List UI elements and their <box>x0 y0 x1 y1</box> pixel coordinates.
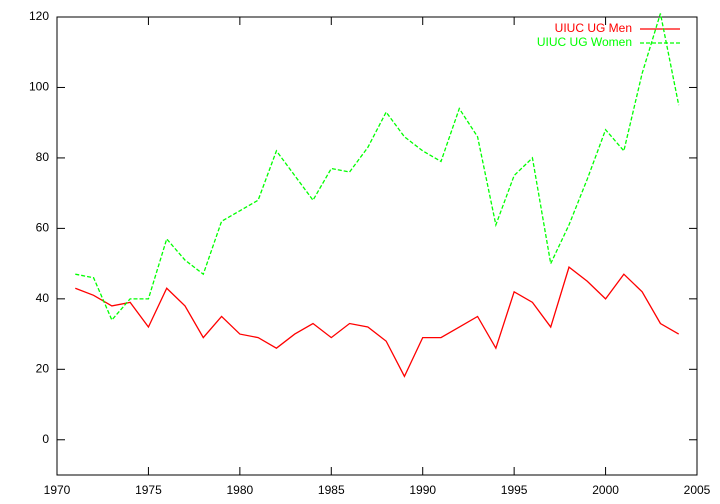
y-tick-label: 80 <box>36 150 50 164</box>
x-tick-label: 1970 <box>44 483 71 497</box>
x-tick-label: 1980 <box>227 483 254 497</box>
legend-label: UIUC UG Men <box>555 21 632 35</box>
series-line <box>75 13 680 322</box>
y-tick-label: 20 <box>36 361 50 375</box>
legend-label: UIUC UG Women <box>537 35 632 49</box>
y-tick-label: 60 <box>36 221 50 235</box>
plot-frame <box>56 16 698 476</box>
x-tick-label: 1990 <box>409 483 436 497</box>
x-tick-label: 1975 <box>135 483 162 497</box>
x-tick-label: 1995 <box>501 483 528 497</box>
series-line <box>75 266 680 378</box>
x-tick-label: 1985 <box>318 483 345 497</box>
y-tick-label: 0 <box>42 432 49 446</box>
y-tick-label: 40 <box>36 291 50 305</box>
y-tick-label: 120 <box>29 9 49 23</box>
x-tick-label: 2000 <box>592 483 619 497</box>
y-tick-label: 100 <box>29 80 49 94</box>
x-tick-label: 2005 <box>684 483 711 497</box>
